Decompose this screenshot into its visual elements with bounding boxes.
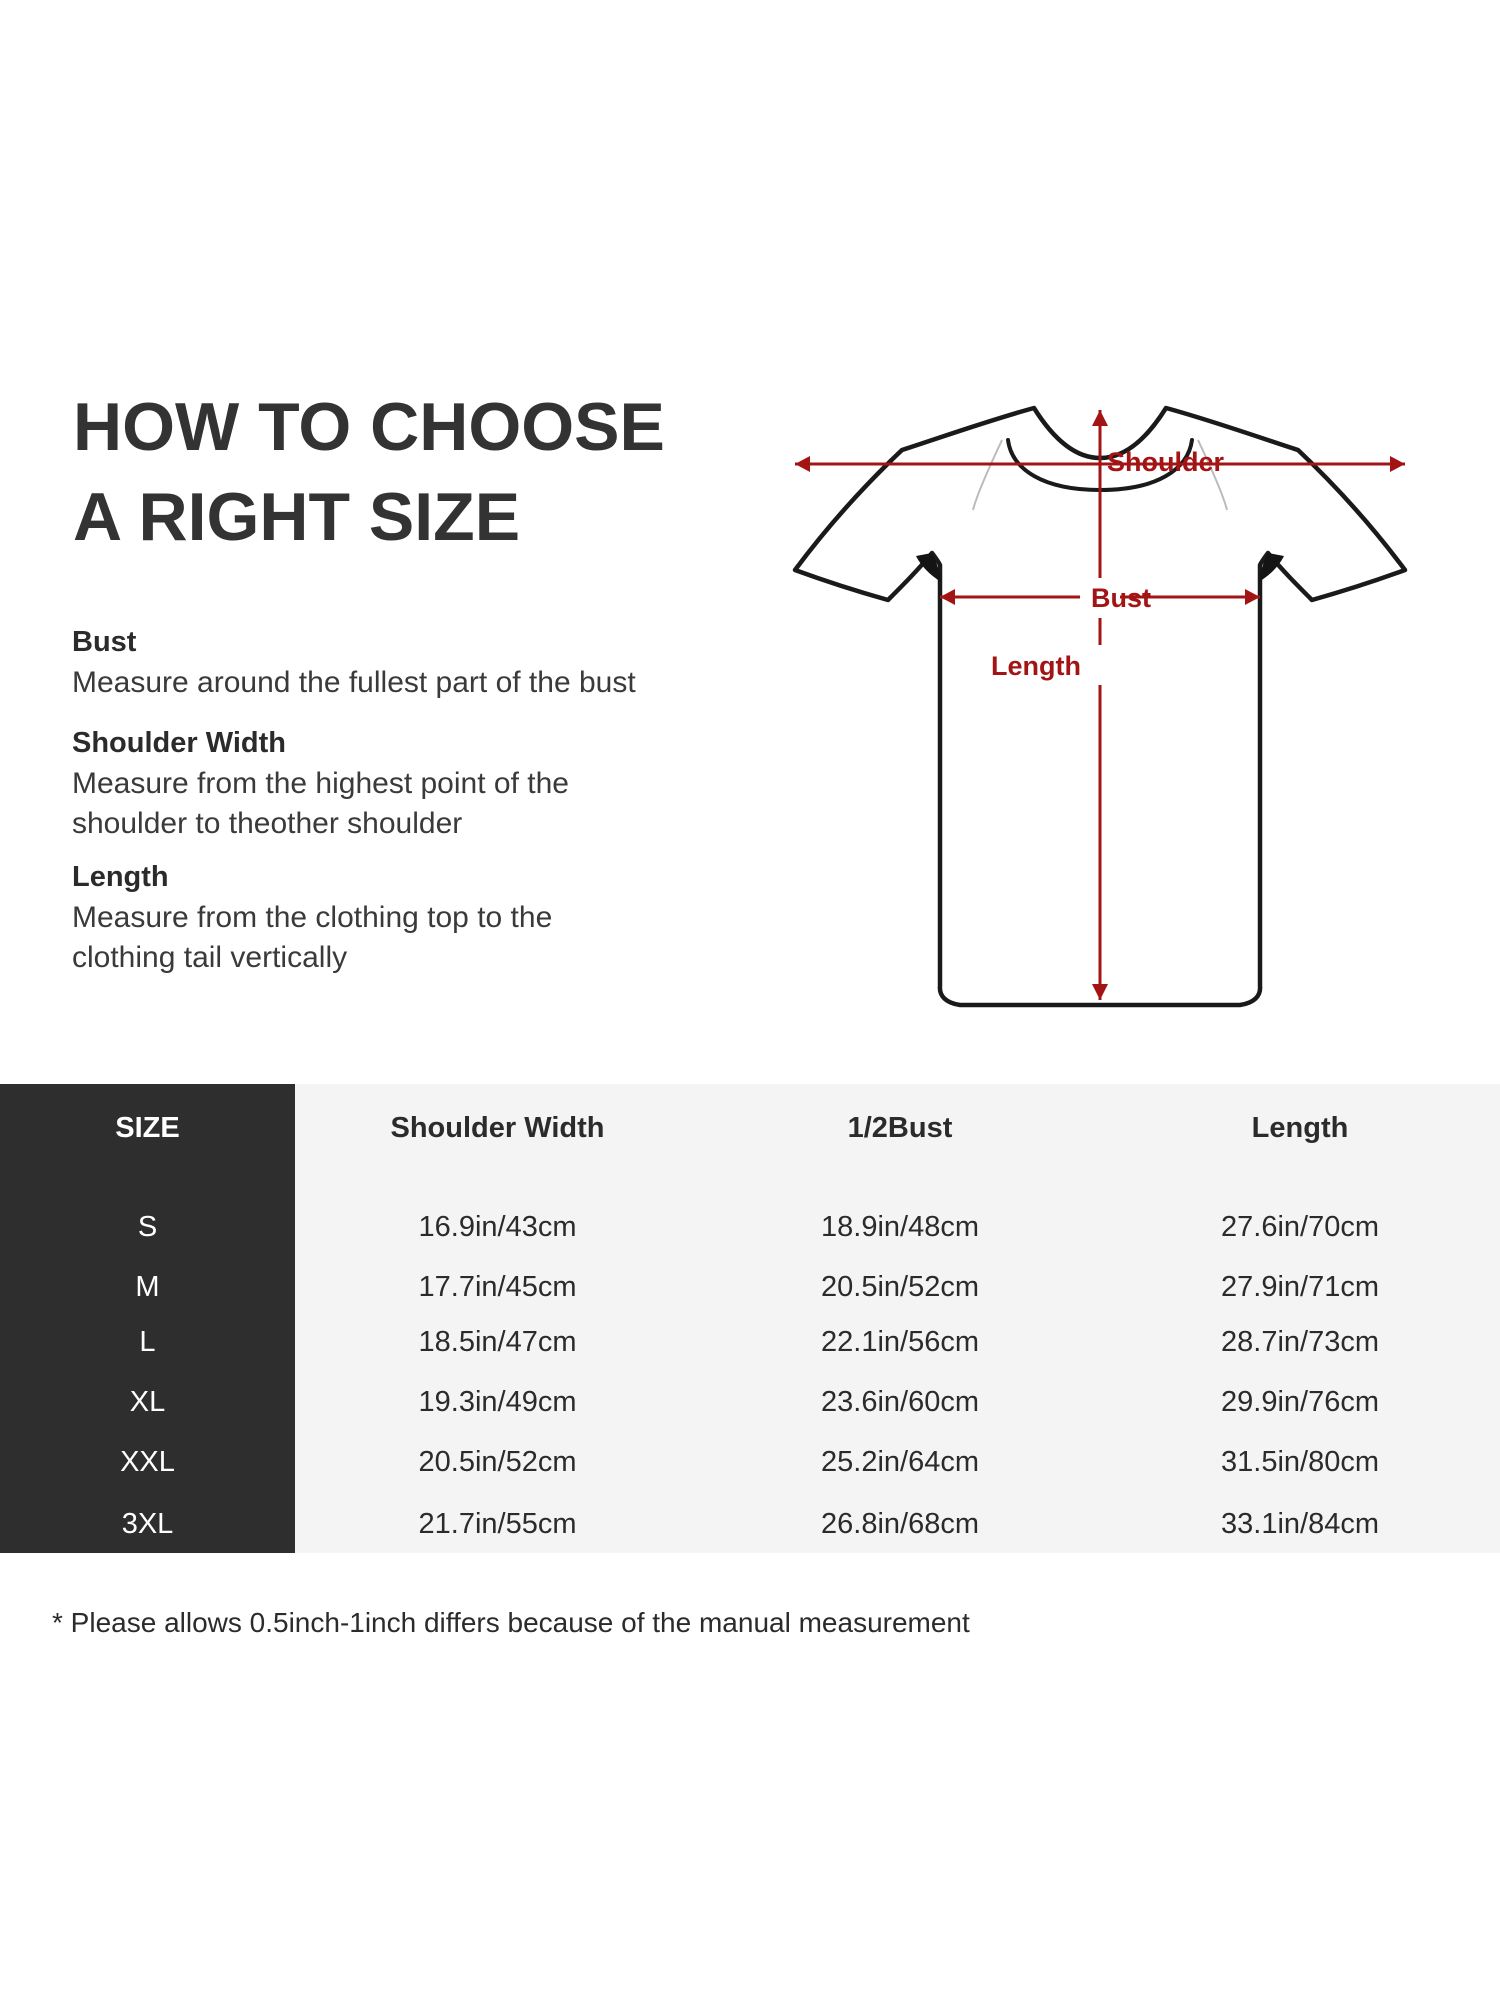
svg-text:Shoulder: Shoulder — [1107, 447, 1224, 477]
svg-text:Length: Length — [991, 651, 1081, 681]
svg-text:Bust: Bust — [1091, 583, 1151, 613]
